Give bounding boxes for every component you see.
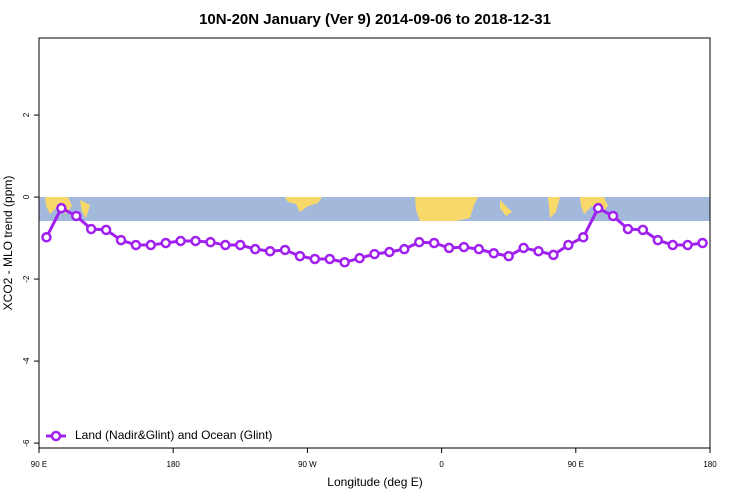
data-point: [637, 224, 649, 236]
data-point: [548, 249, 559, 261]
x-tick-label: 90 E: [31, 460, 47, 469]
data-point: [249, 243, 261, 255]
data-point: [443, 242, 455, 254]
y-tick-label: -4: [22, 357, 31, 365]
data-point: [369, 248, 380, 260]
legend-label: Land (Nadir&Glint) and Ocean (Glint): [75, 428, 272, 442]
y-tick-label: -6: [22, 439, 31, 447]
legend-marker: [50, 430, 62, 442]
x-tick-label: 180: [703, 460, 717, 469]
data-point: [264, 245, 276, 257]
y-tick-label: 0: [22, 194, 31, 199]
data-point: [130, 239, 142, 251]
data-point: [190, 235, 201, 247]
data-point: [622, 223, 634, 235]
data-point: [205, 236, 216, 248]
chart-title: 10N-20N January (Ver 9) 2014-09-06 to 20…: [199, 11, 551, 28]
data-point: [592, 202, 604, 214]
data-point: [458, 241, 470, 253]
data-point: [697, 237, 708, 249]
data-point: [607, 210, 619, 222]
data-point: [354, 252, 365, 264]
data-point: [533, 245, 544, 257]
data-point: [503, 250, 514, 262]
x-tick-label: 90 W: [298, 460, 317, 469]
data-point: [279, 244, 291, 256]
data-point: [309, 253, 321, 265]
data-point: [399, 243, 410, 255]
data-point: [56, 202, 67, 214]
data-point: [667, 239, 678, 251]
data-point: [115, 234, 127, 246]
x-tick-label: 0: [439, 460, 444, 469]
data-point: [339, 257, 350, 268]
y-axis-label: XCO2 - MLO trend (ppm): [1, 176, 15, 311]
data-point: [160, 237, 171, 249]
data-point: [235, 239, 246, 251]
data-point: [220, 239, 231, 251]
data-point: [41, 232, 52, 243]
data-point: [563, 239, 574, 251]
data-point: [413, 236, 425, 248]
data-point: [294, 250, 306, 262]
data-point: [71, 210, 82, 222]
x-tick-label: 90 E: [568, 460, 584, 469]
data-point: [518, 242, 529, 254]
data-point: [473, 243, 485, 255]
data-point: [578, 232, 589, 243]
data-point: [384, 246, 395, 258]
data-point: [324, 253, 336, 265]
data-point: [145, 239, 157, 251]
y-tick-label: -2: [22, 275, 31, 283]
data-point: [428, 237, 440, 249]
plot-frame: [38, 37, 711, 449]
data-point: [682, 239, 693, 251]
data-point: [488, 248, 500, 259]
y-tick-label: 2: [22, 112, 31, 117]
data-point: [652, 234, 664, 246]
x-axis-label: Longitude (deg E): [327, 475, 422, 489]
data-point: [85, 223, 97, 235]
data-point: [100, 224, 112, 236]
data-point: [175, 235, 186, 247]
x-tick-label: 180: [167, 460, 181, 469]
